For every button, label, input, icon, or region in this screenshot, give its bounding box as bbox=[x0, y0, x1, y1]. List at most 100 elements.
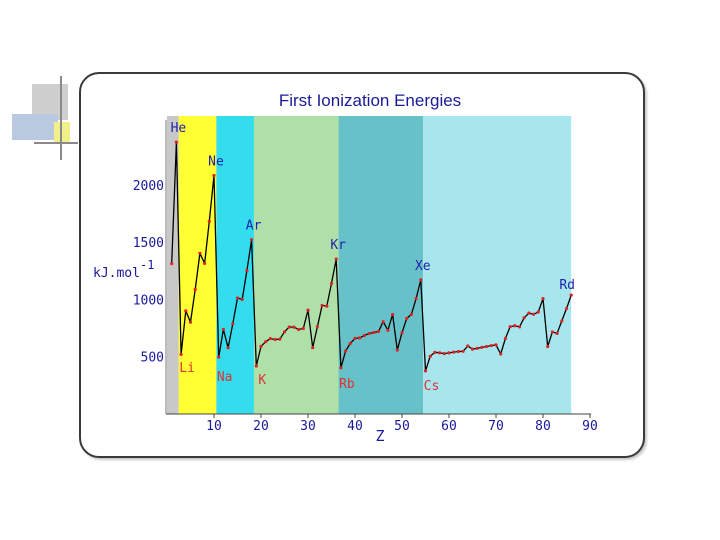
data-point bbox=[348, 341, 352, 345]
annotation-ne: Ne bbox=[208, 154, 224, 169]
x-tick-label: 30 bbox=[300, 419, 316, 434]
annotation-he: He bbox=[171, 121, 187, 136]
data-point bbox=[395, 348, 399, 352]
annotation-ar: Ar bbox=[246, 219, 262, 234]
data-point bbox=[334, 257, 338, 261]
data-point bbox=[391, 312, 395, 317]
data-point bbox=[475, 346, 479, 350]
y-tick-label: 500 bbox=[141, 351, 164, 366]
data-points bbox=[170, 140, 573, 373]
x-axis-label: Z bbox=[375, 427, 384, 445]
data-point bbox=[217, 355, 221, 359]
y-axis-label-text: kJ.mol bbox=[93, 266, 140, 281]
data-point bbox=[188, 320, 193, 324]
data-point bbox=[541, 296, 545, 301]
annotation-k: K bbox=[258, 373, 266, 388]
data-point bbox=[174, 140, 178, 144]
data-point bbox=[367, 331, 371, 336]
data-point bbox=[564, 306, 569, 311]
data-point bbox=[287, 325, 291, 329]
data-point bbox=[480, 345, 484, 350]
data-point bbox=[297, 327, 301, 332]
data-point bbox=[503, 336, 507, 341]
x-tick-label: 20 bbox=[253, 419, 269, 434]
data-point bbox=[447, 351, 451, 355]
period-band-2 bbox=[178, 116, 217, 414]
y-tick-labels: 500 1000 1500 2000 bbox=[133, 179, 164, 366]
period-band-1 bbox=[167, 116, 179, 414]
data-point bbox=[414, 296, 418, 301]
data-point bbox=[372, 330, 376, 335]
data-point bbox=[569, 293, 573, 297]
data-point bbox=[438, 351, 442, 355]
data-point bbox=[405, 316, 409, 321]
y-tick-label: 1500 bbox=[133, 236, 164, 251]
data-point bbox=[376, 329, 381, 334]
data-point bbox=[306, 308, 310, 312]
data-point bbox=[428, 354, 432, 358]
data-point bbox=[207, 219, 211, 223]
data-point bbox=[193, 287, 197, 292]
data-point bbox=[320, 303, 324, 308]
x-tick-label: 50 bbox=[394, 419, 410, 434]
data-point bbox=[489, 343, 493, 348]
data-point bbox=[311, 346, 315, 350]
data-point bbox=[517, 325, 522, 329]
y-axis-label-superscript: -1 bbox=[140, 258, 154, 272]
data-point bbox=[494, 343, 498, 347]
data-point bbox=[273, 337, 277, 342]
data-point bbox=[170, 262, 174, 266]
data-point bbox=[226, 346, 230, 350]
data-point bbox=[508, 325, 512, 329]
decorative-vertical-line bbox=[60, 76, 62, 160]
data-point bbox=[423, 369, 428, 373]
data-point bbox=[362, 333, 366, 338]
y-tick-label: 1000 bbox=[133, 293, 164, 308]
element-annotations: He Ne Ar Kr Xe Rd Li Na K Rb Cs bbox=[171, 121, 575, 394]
period-bands bbox=[167, 116, 572, 414]
data-point bbox=[381, 320, 385, 324]
data-point bbox=[452, 350, 456, 354]
data-point bbox=[546, 344, 550, 349]
data-point bbox=[329, 281, 334, 285]
annotation-xe: Xe bbox=[415, 259, 431, 274]
data-point bbox=[268, 336, 272, 341]
data-point bbox=[442, 351, 446, 356]
data-point bbox=[358, 336, 362, 340]
annotation-cs: Cs bbox=[424, 379, 440, 394]
chart-title: First Ionization Energies bbox=[279, 91, 461, 110]
data-point bbox=[527, 311, 531, 315]
data-point bbox=[344, 349, 348, 353]
data-point bbox=[301, 326, 305, 331]
data-point bbox=[179, 352, 183, 356]
annotation-li: Li bbox=[179, 361, 195, 376]
data-point bbox=[461, 349, 465, 353]
data-point bbox=[419, 278, 423, 282]
data-point bbox=[315, 325, 319, 329]
data-point bbox=[212, 173, 216, 178]
data-point bbox=[550, 330, 555, 334]
x-tick-label: 90 bbox=[582, 419, 598, 434]
data-point bbox=[536, 310, 540, 314]
decorative-horizontal-line bbox=[34, 142, 78, 144]
axes bbox=[165, 120, 591, 415]
x-tick-label: 10 bbox=[206, 419, 222, 434]
data-point bbox=[560, 319, 564, 323]
y-tick-label: 2000 bbox=[133, 179, 164, 194]
y-axis-label: kJ.mol-1 bbox=[93, 258, 154, 281]
x-tick-label: 80 bbox=[535, 419, 551, 434]
data-point bbox=[231, 322, 235, 326]
data-point bbox=[433, 350, 437, 354]
data-point bbox=[325, 304, 329, 308]
data-point bbox=[386, 328, 390, 332]
data-point bbox=[282, 330, 287, 334]
annotation-rd: Rd bbox=[559, 278, 575, 293]
data-point bbox=[339, 366, 343, 370]
data-point bbox=[250, 238, 254, 242]
data-point bbox=[513, 324, 517, 328]
annotation-kr: Kr bbox=[330, 238, 346, 253]
data-point bbox=[245, 269, 249, 273]
data-point bbox=[470, 347, 475, 351]
annotation-na: Na bbox=[217, 370, 233, 385]
